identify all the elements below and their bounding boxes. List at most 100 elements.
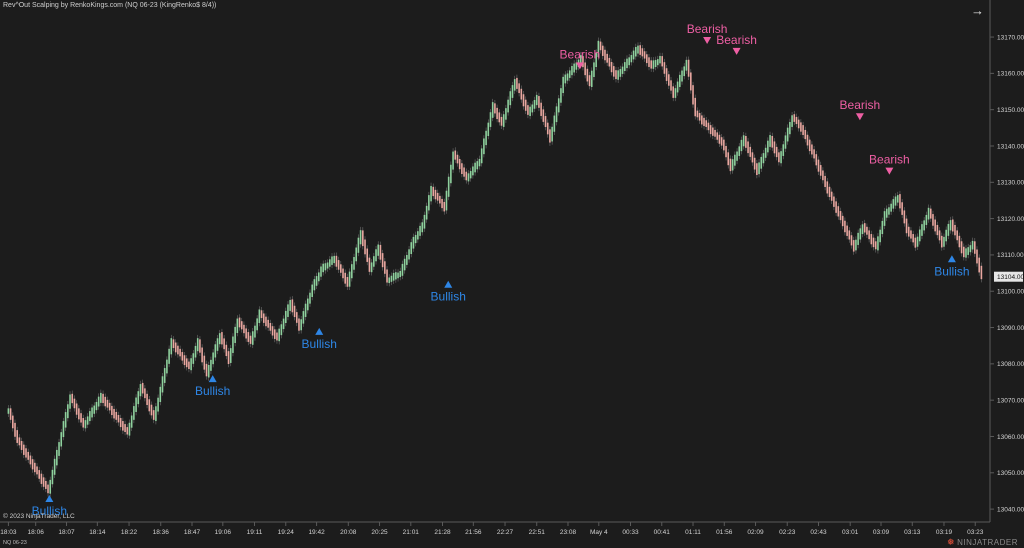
renko-brick [251, 331, 254, 345]
renko-brick [439, 195, 441, 204]
renko-brick [34, 462, 36, 473]
renko-brick [291, 299, 294, 313]
x-tick-label: 20:25 [371, 529, 388, 536]
renko-brick [905, 218, 908, 234]
renko-brick [254, 325, 256, 338]
renko-brick [738, 146, 741, 156]
x-tick-label: 18:07 [58, 529, 75, 536]
renko-brick [709, 125, 712, 135]
renko-brick [943, 236, 945, 247]
renko-brick [978, 257, 980, 273]
renko-brick [93, 405, 96, 414]
renko-brick [137, 391, 140, 405]
renko-brick [423, 214, 426, 229]
renko-brick [643, 51, 646, 59]
renko-brick [472, 166, 474, 176]
renko-brick [293, 305, 296, 318]
renko-brick [229, 348, 232, 363]
renko-brick [269, 323, 272, 331]
renko-brick [817, 159, 820, 172]
renko-brick [287, 304, 289, 317]
renko-brick [753, 157, 756, 170]
renko-brick [954, 224, 956, 236]
renko-brick [18, 437, 21, 446]
bullish-label: Bullish [32, 504, 67, 518]
bearish-signal: Bearish [716, 33, 757, 55]
x-tick-label: 02:23 [779, 529, 796, 536]
renko-brick [679, 74, 681, 87]
renko-brick [663, 62, 666, 74]
renko-brick [216, 338, 219, 351]
renko-brick [579, 55, 582, 65]
renko-brick [907, 226, 910, 237]
renko-brick [381, 253, 384, 268]
x-tick-label: 21:01 [403, 529, 420, 536]
renko-brick [190, 358, 192, 371]
renko-brick [236, 318, 239, 333]
renko-brick [210, 359, 212, 371]
renko-brick [386, 269, 388, 283]
renko-brick [256, 318, 258, 331]
renko-brick [304, 303, 307, 317]
renko-brick [509, 91, 512, 106]
renko-brick [731, 159, 734, 171]
renko-brick [756, 163, 758, 175]
renko-brick [351, 264, 353, 279]
arrow-right-icon[interactable]: → [971, 3, 984, 18]
renko-brick [126, 427, 129, 435]
renko-brick [705, 120, 708, 127]
renko-brick [328, 259, 331, 267]
renko-brick [258, 309, 261, 324]
renko-brick [25, 448, 27, 458]
renko-brick [49, 479, 52, 494]
renko-brick [130, 415, 133, 428]
renko-brick [91, 407, 93, 418]
renko-brick [155, 406, 157, 422]
renko-brick [571, 66, 573, 76]
bearish-label: Bearish [560, 47, 601, 61]
renko-brick [78, 408, 80, 420]
renko-brick [802, 125, 804, 135]
renko-brick [932, 214, 934, 226]
renko-brick [929, 208, 932, 219]
renko-brick [58, 442, 60, 456]
renko-brick [793, 114, 796, 122]
renko-brick [73, 398, 76, 409]
renko-brick [23, 444, 25, 455]
renko-brick [557, 98, 560, 113]
renko-brick [47, 484, 49, 494]
renko-brick [513, 79, 516, 91]
renko-brick [377, 244, 380, 256]
renko-brick [628, 57, 630, 66]
renko-brick [212, 352, 214, 365]
renko-brick [480, 148, 483, 164]
x-tick-label: 22:27 [497, 529, 514, 536]
renko-brick [311, 284, 313, 297]
renko-brick [707, 122, 710, 131]
renko-brick [518, 83, 520, 94]
renko-brick [800, 122, 802, 132]
renko-brick [410, 242, 413, 255]
renko-brick [196, 338, 199, 352]
renko-brick [903, 210, 906, 224]
renko-brick [826, 181, 829, 194]
x-tick-label: 19:42 [308, 529, 325, 536]
renko-brick [166, 359, 168, 374]
renko-brick [225, 344, 228, 357]
renko-brick [683, 66, 686, 77]
renko-brick [117, 414, 120, 423]
x-axis: 18:03 18:06 18:07 18:14 18:22 18:36 18:47 19:06… [0, 522, 984, 536]
renko-brick [240, 321, 243, 330]
renko-brick [520, 88, 523, 100]
renko-brick [467, 173, 470, 182]
renko-brick [146, 393, 148, 406]
renko-brick [474, 162, 476, 173]
renko-brick [267, 319, 269, 328]
renko-brick [500, 116, 503, 126]
x-tick-label: 01:11 [685, 529, 701, 536]
x-tick-label: 03:19 [936, 529, 953, 536]
renko-brick [366, 248, 369, 262]
renko-brick [634, 47, 637, 57]
renko-brick [141, 382, 144, 394]
